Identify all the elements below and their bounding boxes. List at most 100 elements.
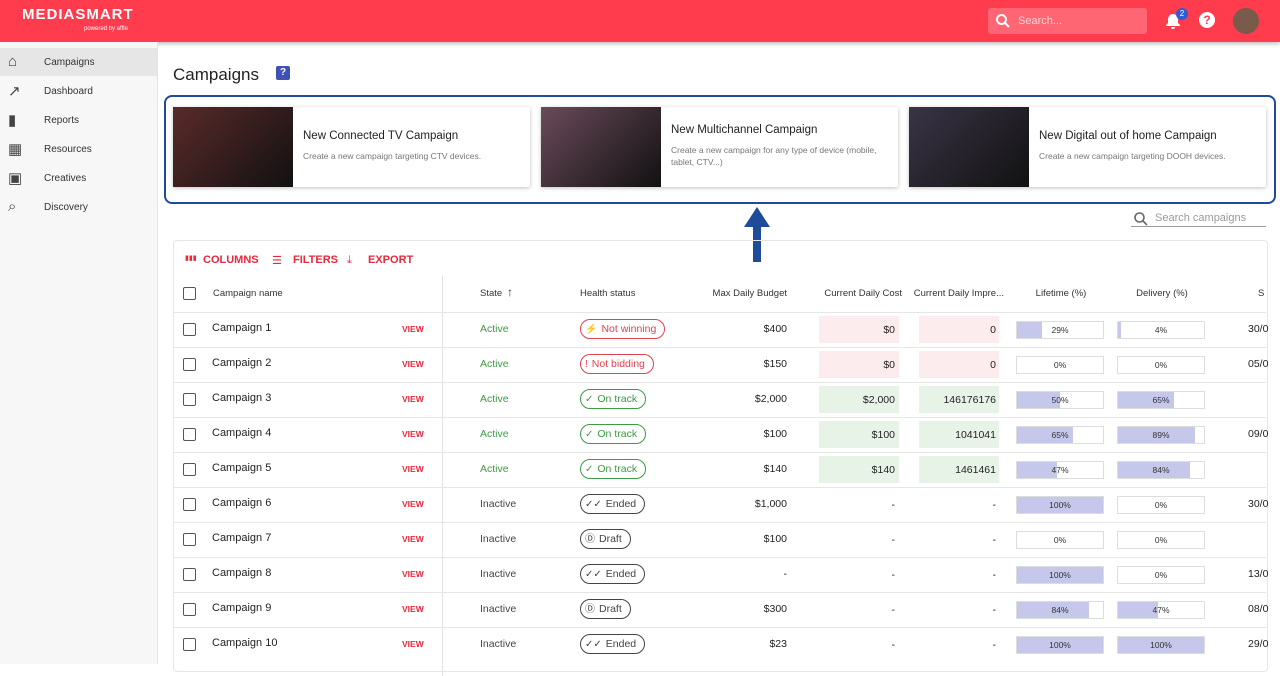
health-icon: ✓✓: [585, 639, 602, 650]
view-link[interactable]: VIEW: [402, 464, 424, 474]
nav-item[interactable]: Dashboard: [44, 86, 93, 97]
state: Active: [480, 323, 509, 335]
lifetime-fill: [1017, 322, 1042, 338]
search-campaigns[interactable]: Search campaigns: [1155, 212, 1247, 224]
lifetime-fill: [1017, 602, 1090, 618]
card-title: New Connected TV Campaign: [303, 130, 459, 142]
search-box[interactable]: Search...: [988, 8, 1147, 34]
lifetime-fill: [1017, 427, 1073, 443]
view-link[interactable]: VIEW: [402, 639, 424, 649]
sidebar: [0, 42, 158, 664]
column-header[interactable]: Delivery (%): [1136, 288, 1188, 299]
checkbox[interactable]: [183, 603, 196, 616]
impressions: -: [992, 569, 997, 581]
nav-icon: ▮: [8, 112, 17, 129]
view-link[interactable]: VIEW: [402, 394, 424, 404]
campaign-card[interactable]: New Digital out of home Campaign Create a…: [909, 107, 1266, 187]
campaign-name[interactable]: Campaign 9: [212, 602, 272, 614]
campaign-name[interactable]: Campaign 7: [212, 532, 272, 544]
help-icon[interactable]: ?: [1199, 12, 1215, 28]
column-header[interactable]: Current Daily Cost: [824, 288, 902, 299]
nav-item[interactable]: Campaigns: [44, 57, 95, 68]
budget: $2,000: [754, 393, 787, 405]
toolbar-button[interactable]: EXPORT: [368, 254, 414, 266]
checkbox[interactable]: [183, 428, 196, 441]
column-header[interactable]: State: [480, 288, 503, 299]
delivery-fill: [1118, 637, 1204, 653]
nav-item[interactable]: Resources: [44, 144, 92, 155]
checkbox[interactable]: [183, 287, 196, 300]
view-link[interactable]: VIEW: [402, 359, 424, 369]
checkbox[interactable]: [183, 358, 196, 371]
lifetime-bar: 100%: [1016, 496, 1104, 514]
health-pill: ⚡ Not winning: [580, 319, 666, 339]
view-link[interactable]: VIEW: [402, 569, 424, 579]
row-divider: [174, 312, 1266, 313]
view-link[interactable]: VIEW: [402, 534, 424, 544]
health-text: Draft: [599, 603, 622, 615]
checkbox[interactable]: [183, 393, 196, 406]
state: Inactive: [480, 638, 517, 650]
help-book-icon[interactable]: ?: [276, 66, 290, 80]
nav-active: [0, 48, 157, 76]
lifetime-label: 100%: [1049, 500, 1071, 510]
column-divider: [442, 276, 443, 676]
logo[interactable]: MEDIASMART: [22, 6, 134, 23]
column-header[interactable]: Campaign name: [213, 288, 283, 299]
health-text: Ended: [605, 568, 637, 580]
view-link[interactable]: VIEW: [402, 499, 424, 509]
campaign-card[interactable]: New Multichannel Campaign Create a new ca…: [541, 107, 898, 187]
checkbox[interactable]: [183, 323, 196, 336]
search-underline: [1131, 226, 1266, 227]
checkbox[interactable]: [183, 568, 196, 581]
toolbar-icon: ▮▮▮: [185, 255, 197, 262]
start-date: 29/0: [1248, 638, 1269, 650]
checkbox[interactable]: [183, 533, 196, 546]
lifetime-bar: 29%: [1016, 321, 1104, 339]
view-link[interactable]: VIEW: [402, 604, 424, 614]
row-divider: [174, 522, 1266, 523]
column-header[interactable]: S: [1258, 288, 1265, 299]
campaign-name[interactable]: Campaign 2: [212, 357, 272, 369]
campaign-card[interactable]: New Connected TV Campaign Create a new ca…: [173, 107, 530, 187]
row-divider: [174, 627, 1266, 628]
impressions-cell-bg: [919, 456, 999, 483]
column-header[interactable]: Lifetime (%): [1035, 288, 1087, 299]
column-header[interactable]: Health status: [580, 288, 636, 299]
campaign-name[interactable]: Campaign 3: [212, 392, 272, 404]
nav-icon: ↗: [8, 83, 21, 100]
nav-item[interactable]: Creatives: [44, 173, 87, 184]
checkbox[interactable]: [183, 638, 196, 651]
campaign-name[interactable]: Campaign 5: [212, 462, 272, 474]
checkbox[interactable]: [183, 463, 196, 476]
nav-item[interactable]: Discovery: [44, 202, 88, 213]
view-link[interactable]: VIEW: [402, 429, 424, 439]
nav-item[interactable]: Reports: [44, 115, 80, 126]
campaign-name[interactable]: Campaign 6: [212, 497, 272, 509]
campaign-name[interactable]: Campaign 10: [212, 637, 278, 649]
campaign-name[interactable]: Campaign 8: [212, 567, 272, 579]
delivery-label: 89%: [1152, 430, 1170, 440]
lifetime-bar: 0%: [1016, 531, 1104, 549]
health-icon: ✓: [585, 464, 594, 475]
impressions: 146176176: [943, 394, 996, 406]
checkbox[interactable]: [183, 498, 196, 511]
health-pill: Ⓓ Draft: [580, 529, 631, 549]
search-icon: [1134, 212, 1148, 226]
column-header[interactable]: Max Daily Budget: [712, 288, 787, 299]
lifetime-bar: 0%: [1016, 356, 1104, 374]
toolbar-icon: ☰: [272, 255, 282, 267]
current-cost: $100: [871, 429, 895, 441]
toolbar-button[interactable]: FILTERS: [293, 254, 339, 266]
toolbar-button[interactable]: COLUMNS: [203, 254, 259, 266]
impressions: 1041041: [955, 429, 996, 441]
impressions: -: [992, 639, 997, 651]
campaign-name[interactable]: Campaign 4: [212, 427, 272, 439]
campaign-name[interactable]: Campaign 1: [212, 322, 272, 334]
column-header[interactable]: Current Daily Impre...: [913, 288, 1004, 299]
view-link[interactable]: VIEW: [402, 324, 424, 334]
card-title: New Multichannel Campaign: [671, 124, 818, 136]
avatar[interactable]: [1233, 8, 1259, 34]
delivery-label: 47%: [1152, 605, 1170, 615]
